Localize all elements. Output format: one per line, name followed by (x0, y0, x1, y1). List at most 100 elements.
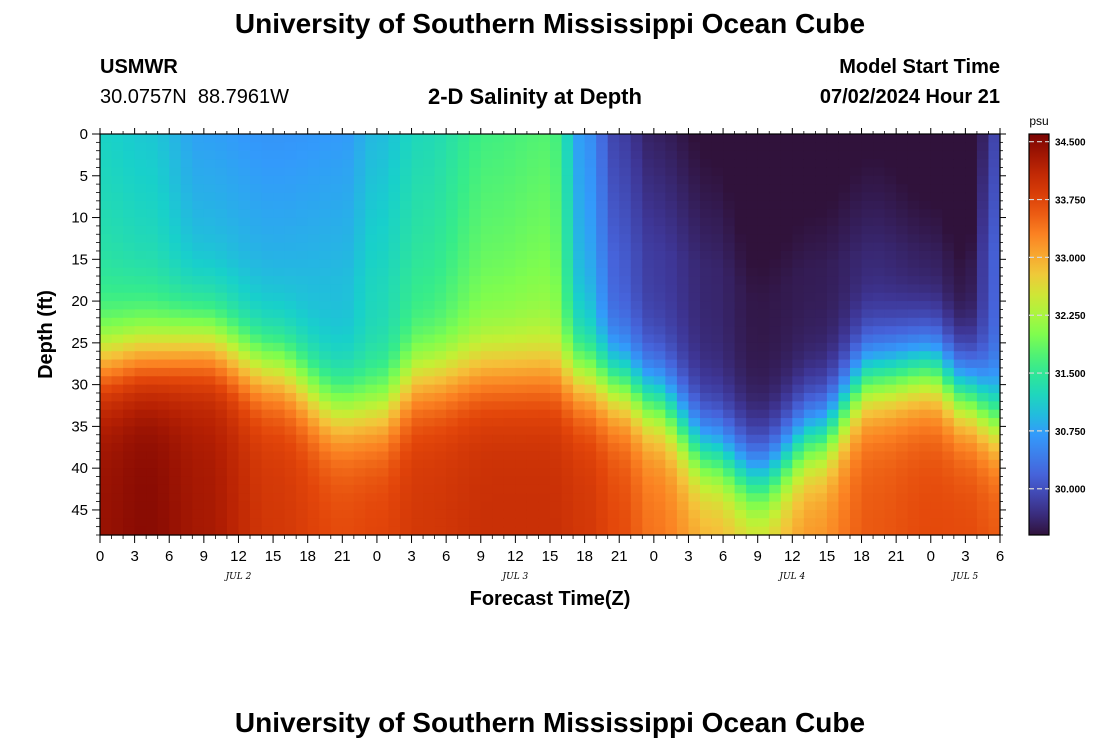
heatmap-cell (550, 200, 563, 210)
heatmap-cell (953, 434, 966, 444)
heatmap-cell (446, 267, 459, 277)
heatmap-cell (826, 175, 840, 185)
heatmap-cell (434, 317, 447, 327)
heatmap-cell (342, 317, 355, 327)
heatmap-cell (619, 518, 632, 528)
heatmap-cell (838, 209, 851, 219)
heatmap-cell (388, 401, 401, 411)
heatmap-cell (515, 200, 528, 210)
heatmap-cell (376, 476, 390, 486)
heatmap-cell (630, 509, 643, 519)
heatmap-cell (780, 334, 793, 344)
heatmap-cell (296, 392, 309, 402)
heatmap-cell (330, 443, 343, 453)
heatmap-cell (619, 334, 632, 344)
heatmap-cell (619, 501, 632, 511)
heatmap-cell (700, 292, 713, 302)
heatmap-cell (584, 142, 597, 152)
heatmap-cell (192, 150, 205, 160)
heatmap-cell (976, 284, 990, 294)
heatmap-cell (446, 317, 459, 327)
heatmap-cell (388, 468, 401, 478)
heatmap-cell (792, 276, 805, 285)
heatmap-cell (700, 409, 713, 419)
heatmap-cell (976, 434, 990, 444)
heatmap-cell (896, 242, 909, 252)
heatmap-cell (596, 418, 609, 427)
heatmap-cell (307, 342, 320, 352)
heatmap-cell (319, 292, 332, 302)
heatmap-cell (688, 334, 701, 344)
heatmap-cell (723, 392, 736, 402)
y-tick-label: 0 (80, 126, 88, 143)
heatmap-cell (815, 409, 828, 419)
heatmap-cell (180, 326, 193, 336)
heatmap-cell (515, 392, 528, 402)
heatmap-cell (353, 526, 366, 536)
heatmap-cell (457, 443, 470, 453)
heatmap-cell (584, 526, 597, 536)
heatmap-cell (423, 459, 436, 469)
heatmap-cell (411, 234, 424, 244)
heatmap-cell (873, 476, 886, 486)
heatmap-cell (838, 484, 851, 494)
heatmap-cell (376, 259, 390, 269)
heatmap-cell (861, 493, 874, 503)
heatmap-cell (769, 334, 782, 344)
heatmap-cell (457, 192, 470, 202)
heatmap-cell (203, 184, 216, 194)
heatmap-cell (896, 134, 909, 143)
heatmap-cell (411, 451, 424, 461)
heatmap-cell (850, 134, 863, 143)
heatmap-cell (665, 134, 678, 143)
heatmap-cell (561, 184, 574, 194)
heatmap-cell (411, 309, 424, 319)
heatmap-cell (111, 476, 124, 486)
heatmap-cell (226, 200, 240, 210)
heatmap-cell (157, 192, 170, 202)
heatmap-cell (134, 200, 147, 210)
heatmap-cell (803, 284, 816, 294)
heatmap-cell (365, 351, 378, 361)
heatmap-cell (134, 468, 147, 478)
heatmap-cell (676, 451, 690, 461)
heatmap-cell (700, 276, 713, 285)
heatmap-cell (676, 309, 690, 319)
heatmap-cell (492, 284, 505, 294)
heatmap-cell (734, 217, 747, 227)
heatmap-cell (388, 242, 401, 252)
heatmap-cell (330, 501, 343, 511)
heatmap-cell (296, 384, 309, 394)
heatmap-cell (261, 159, 274, 169)
heatmap-cell (873, 334, 886, 344)
heatmap-cell (896, 209, 909, 219)
heatmap-cell (746, 134, 759, 143)
heatmap-cell (100, 242, 113, 252)
heatmap-cell (376, 142, 390, 152)
heatmap-cell (965, 509, 978, 519)
heatmap-cell (826, 418, 840, 427)
heatmap-cell (573, 367, 586, 377)
heatmap-cell (503, 518, 516, 528)
heatmap-cell (780, 217, 793, 227)
heatmap-cell (757, 209, 770, 219)
heatmap-cell (584, 209, 597, 219)
heatmap-cell (192, 392, 205, 402)
heatmap-cell (434, 434, 447, 444)
heatmap-cell (723, 326, 736, 336)
heatmap-cell (642, 234, 655, 244)
heatmap-cell (642, 326, 655, 336)
heatmap-cell (757, 317, 770, 327)
heatmap-cell (273, 200, 286, 210)
heatmap-cell (584, 276, 597, 285)
heatmap-cell (907, 317, 920, 327)
heatmap-cell (111, 359, 124, 369)
heatmap-cell (596, 134, 609, 143)
heatmap-cell (123, 209, 136, 219)
heatmap-cell (446, 434, 459, 444)
heatmap-cell (134, 159, 147, 169)
heatmap-cell (976, 234, 990, 244)
heatmap-cell (815, 309, 828, 319)
heatmap-cell (653, 292, 666, 302)
heatmap-cell (330, 284, 343, 294)
